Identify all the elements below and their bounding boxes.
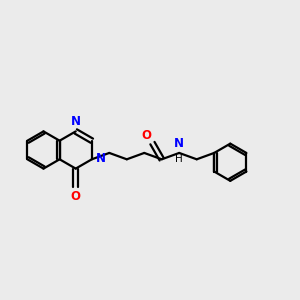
Text: N: N [71,115,81,128]
Text: N: N [96,152,106,165]
Text: H: H [175,154,183,164]
Text: O: O [71,190,81,202]
Text: O: O [141,129,151,142]
Text: N: N [174,136,184,150]
